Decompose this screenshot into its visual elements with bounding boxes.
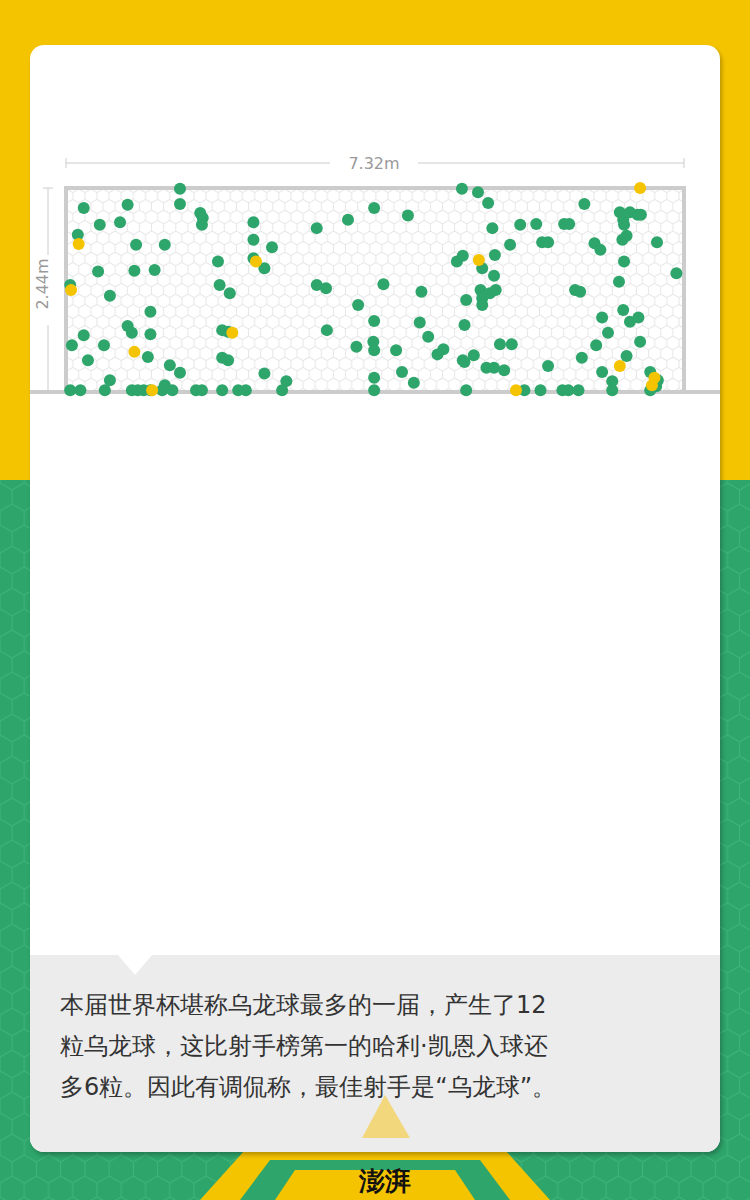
html-text:多6粒。因此有调侃称，最佳射手是“乌龙球”。: 多6粒。因此有调侃称，最佳射手是“乌龙球”。 — [60, 1073, 557, 1101]
svg-text:7.32m: 7.32m — [348, 154, 399, 173]
svg-text:2.44m: 2.44m — [33, 258, 52, 309]
html-text:粒乌龙球，这比射手榜第一的哈利·凯恩入球还: 粒乌龙球，这比射手榜第一的哈利·凯恩入球还 — [60, 1032, 548, 1060]
svg-text:澎湃: 澎湃 — [358, 1166, 411, 1196]
html-text:本届世界杯堪称乌龙球最多的一届，产生了12: 本届世界杯堪称乌龙球最多的一届，产生了12 — [60, 991, 547, 1019]
